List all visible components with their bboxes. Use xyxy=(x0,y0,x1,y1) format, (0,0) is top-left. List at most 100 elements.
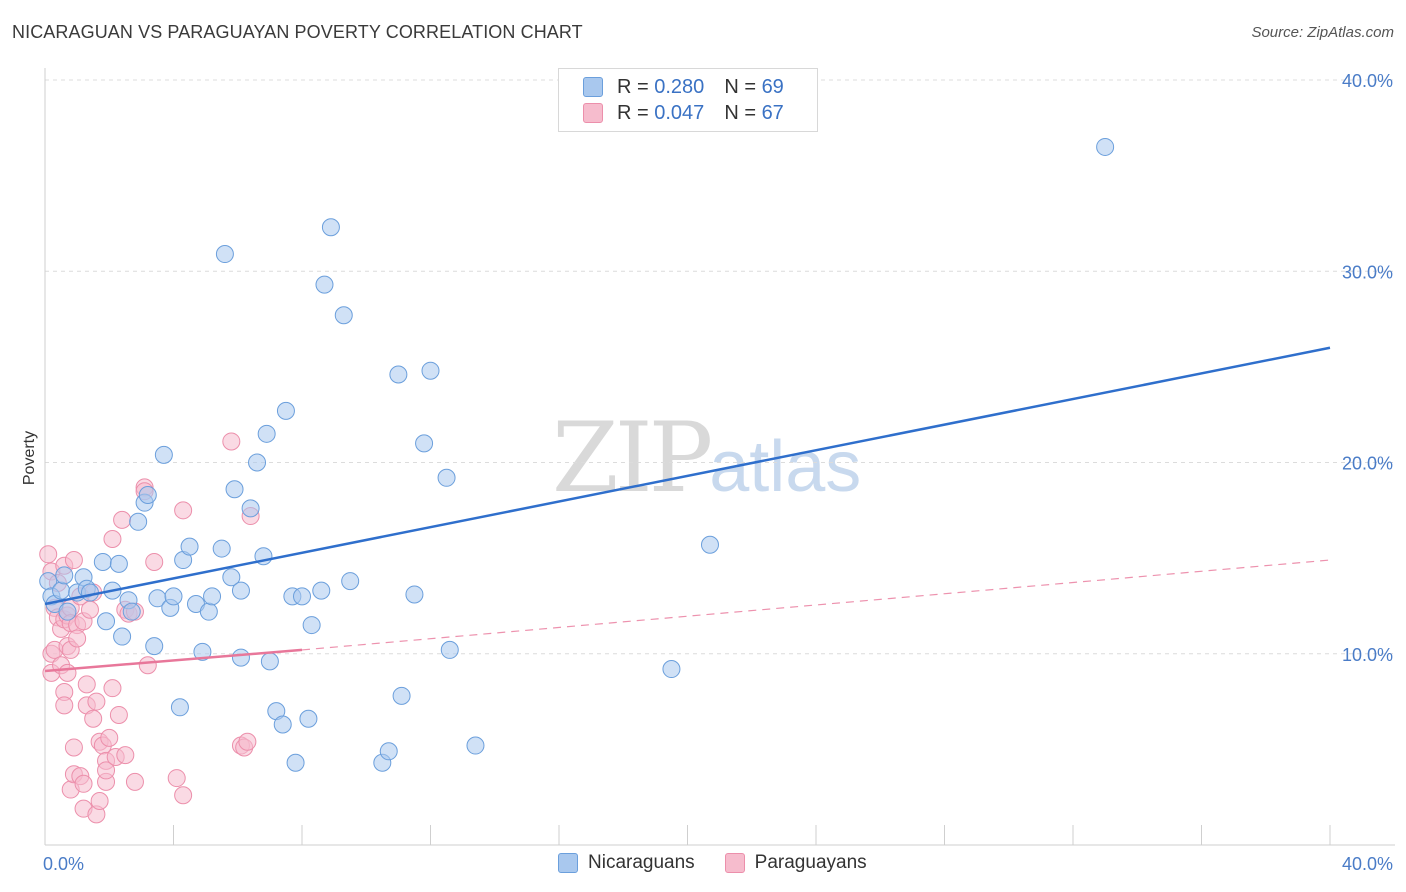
nicaraguans-point xyxy=(700,535,719,554)
nicaraguans-point xyxy=(138,486,157,505)
nicaraguans-point xyxy=(257,424,276,443)
nicaraguans-point xyxy=(286,753,305,772)
paraguayans-point xyxy=(167,769,186,788)
paraguayans-point xyxy=(77,675,96,694)
nicaraguans-point xyxy=(122,602,141,621)
paraguayans-point xyxy=(68,629,87,648)
nicaraguans-point xyxy=(662,660,681,679)
paraguayans-points xyxy=(39,432,260,824)
nicaraguans-point xyxy=(299,709,318,728)
nicaraguans-point xyxy=(55,566,74,585)
paraguayans-point xyxy=(174,501,193,520)
y-axis-label: Poverty xyxy=(21,431,38,485)
nicaraguans-point xyxy=(440,640,459,659)
nicaraguans-point xyxy=(113,627,132,646)
nicaraguans-point xyxy=(248,453,267,472)
legend-n-label: N = xyxy=(724,75,756,98)
x-tick-label: 40.0% xyxy=(1342,854,1393,874)
paraguayans-point xyxy=(116,746,135,765)
paraguayans-trend-line xyxy=(44,648,303,673)
y-tick-label: 10.0% xyxy=(1342,645,1393,665)
legend-row-paraguayans: R = 0.047 N = 67 xyxy=(583,101,784,125)
nicaraguans-point xyxy=(170,698,189,717)
legend-r-value: 0.280 xyxy=(654,75,705,98)
paraguayans-point xyxy=(58,663,77,682)
legend-row-nicaraguans: R = 0.280 N = 69 xyxy=(583,75,784,99)
nicaraguans-point xyxy=(1096,137,1115,156)
gridlines xyxy=(45,79,1395,655)
nicaraguans-point xyxy=(109,554,128,573)
nicaraguans-point xyxy=(260,652,279,671)
y-tick-label: 20.0% xyxy=(1342,454,1393,474)
nicaraguans-point xyxy=(203,587,222,606)
nicaraguans-point xyxy=(97,612,116,631)
nicaraguans-point xyxy=(405,585,424,604)
paraguayans-point xyxy=(103,530,122,548)
nicaraguans-point xyxy=(415,434,434,453)
y-tick-label: 40.0% xyxy=(1342,71,1393,91)
paraguayans-point xyxy=(138,656,157,675)
x-tick-label: 0.0% xyxy=(43,854,84,874)
trend-lines xyxy=(44,346,1331,673)
legend-n-label: N = xyxy=(724,101,756,124)
nicaraguans-point xyxy=(212,539,231,558)
watermark: ZIPatlas xyxy=(552,402,861,514)
paraguayans-point xyxy=(125,772,144,791)
legend-n-value: 69 xyxy=(761,75,784,98)
nicaraguans-point xyxy=(379,742,398,761)
stats-legend: R = 0.280 N = 69 R = 0.047 N = 67 xyxy=(558,68,818,132)
paraguayans-point xyxy=(174,786,193,805)
legend-swatch-blue xyxy=(558,853,578,873)
watermark-zip: ZIP xyxy=(552,402,713,514)
nicaraguans-point xyxy=(276,401,295,420)
chart-title: NICARAGUAN VS PARAGUAYAN POVERTY CORRELA… xyxy=(12,22,583,42)
paraguayans-point xyxy=(145,552,164,571)
legend-label-nicaraguans: Nicaraguans xyxy=(588,852,695,873)
legend-swatch-pink xyxy=(583,103,603,123)
legend-label-paraguayans: Paraguayans xyxy=(754,852,867,873)
legend-r-value: 0.047 xyxy=(654,101,705,124)
nicaraguans-point xyxy=(129,512,148,531)
axes xyxy=(44,68,1395,846)
legend-item-nicaraguans: Nicaraguans xyxy=(558,852,695,874)
paraguayans-point xyxy=(74,774,93,793)
nicaraguans-point xyxy=(315,275,334,294)
nicaraguans-points xyxy=(39,137,1115,772)
nicaraguans-point xyxy=(341,572,360,591)
nicaraguans-point xyxy=(154,445,173,464)
legend-item-paraguayans: Paraguayans xyxy=(724,852,867,874)
paraguayans-trend-extension xyxy=(301,559,1331,651)
paraguayans-point xyxy=(55,696,74,715)
paraguayans-point xyxy=(64,551,83,570)
legend-swatch-pink xyxy=(724,853,745,873)
nicaraguans-point xyxy=(180,537,199,556)
legend-swatch-blue xyxy=(583,77,603,97)
nicaraguans-point xyxy=(334,306,353,325)
nicaraguans-point xyxy=(421,361,440,380)
nicaraguans-point xyxy=(193,642,212,661)
paraguayans-point xyxy=(109,705,128,724)
nicaraguans-point xyxy=(58,602,77,621)
nicaraguans-point xyxy=(389,365,408,384)
nicaraguans-point xyxy=(225,480,244,499)
nicaraguans-point xyxy=(293,587,311,606)
legend-r-label: R = xyxy=(617,75,649,98)
nicaraguans-point xyxy=(312,581,331,600)
nicaraguans-point xyxy=(437,468,456,487)
paraguayans-point xyxy=(97,761,116,780)
paraguayans-point xyxy=(113,510,132,529)
nicaraguans-point xyxy=(302,616,321,635)
paraguayans-point xyxy=(100,728,119,747)
nicaraguans-point xyxy=(199,602,218,621)
nicaraguans-point xyxy=(231,581,250,600)
nicaraguans-point xyxy=(321,218,340,237)
nicaraguans-point xyxy=(466,736,485,755)
series-legend: Nicaraguans Paraguayans xyxy=(558,852,897,874)
nicaraguans-point xyxy=(80,583,99,602)
nicaraguans-point xyxy=(164,587,183,606)
nicaraguans-trend-line xyxy=(44,346,1331,606)
paraguayans-point xyxy=(238,732,257,751)
paraguayans-point xyxy=(103,679,122,698)
nicaraguans-point xyxy=(231,648,250,667)
paraguayans-point xyxy=(64,738,83,757)
